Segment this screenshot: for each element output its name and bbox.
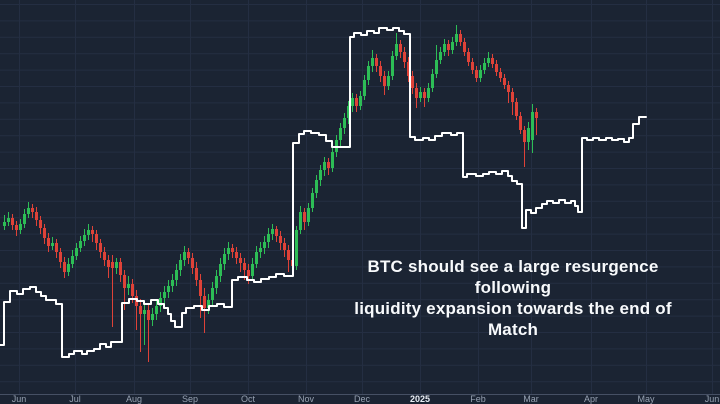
- x-axis-label: Sep: [181, 394, 199, 404]
- x-axis-label: Nov: [297, 394, 315, 404]
- x-axis[interactable]: Jun Jul Aug Sep Oct Nov Dec 2025 Feb Mar Apr May Jun: [0, 394, 720, 404]
- x-axis-label: May: [637, 394, 655, 404]
- x-axis-label: Oct: [240, 394, 256, 404]
- chart-annotation-line2: liquidity expansion towards the end of M…: [354, 299, 672, 339]
- x-axis-label: Jun: [704, 394, 720, 404]
- x-axis-label: Aug: [125, 394, 143, 404]
- x-axis-label: Dec: [353, 394, 371, 404]
- x-axis-label: 2025: [409, 394, 431, 404]
- x-axis-label: Feb: [470, 394, 486, 404]
- x-axis-label: Mar: [523, 394, 539, 404]
- grid: [0, 0, 720, 394]
- x-axis-label: Jul: [69, 394, 81, 404]
- x-axis-label: Jun: [11, 394, 27, 404]
- x-axis-label: Apr: [583, 394, 599, 404]
- liquidity-step-line: [0, 27, 647, 358]
- chart-annotation: BTC should see a large resurgence follow…: [332, 256, 694, 340]
- chart-annotation-line1: BTC should see a large resurgence follow…: [367, 257, 659, 297]
